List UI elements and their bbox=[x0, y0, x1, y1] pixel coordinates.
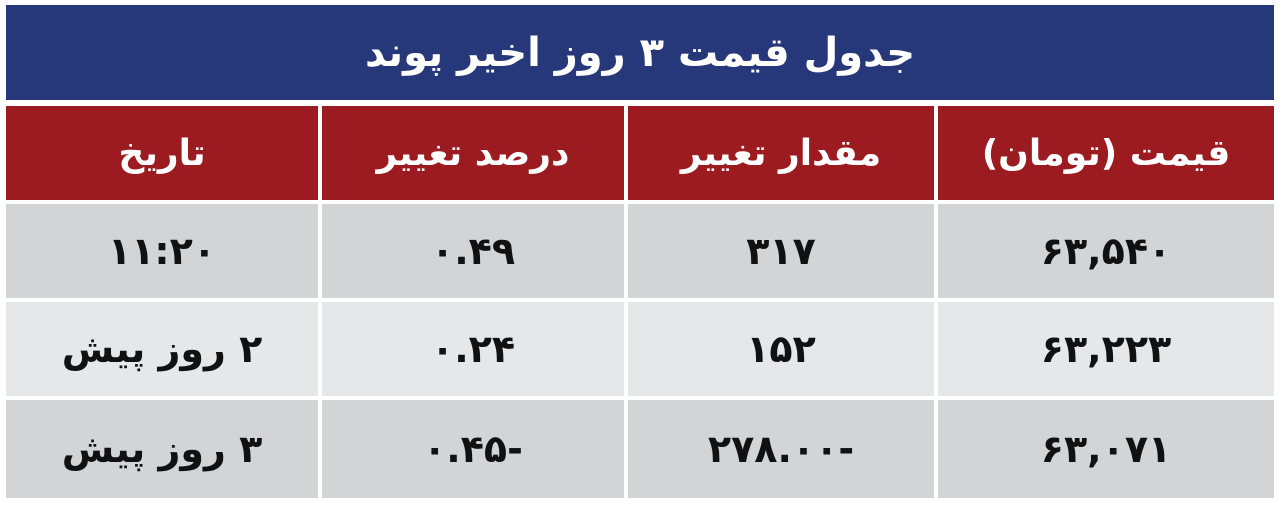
header-change-amount: مقدار تغییر bbox=[628, 106, 934, 200]
header-change-percent: درصد تغییر bbox=[322, 106, 624, 200]
cell-date: ۳ روز پیش bbox=[6, 400, 318, 498]
cell-change-amount: ۱۵۲ bbox=[628, 302, 934, 396]
header-price: قیمت (تومان) bbox=[938, 106, 1274, 200]
cell-change-percent: ۰.۲۴ bbox=[322, 302, 624, 396]
cell-change-percent: ۰.۴۹ bbox=[322, 204, 624, 298]
cell-price: ۶۳,۲۲۳ bbox=[938, 302, 1274, 396]
cell-change-percent: -۰.۴۵ bbox=[322, 400, 624, 498]
cell-price: ۶۳,۰۷۱ bbox=[938, 400, 1274, 498]
table-title: جدول قیمت ۳ روز اخیر پوند bbox=[6, 5, 1274, 100]
cell-change-amount: -۲۷۸.۰۰ bbox=[628, 400, 934, 498]
cell-date: ۲ روز پیش bbox=[6, 302, 318, 396]
cell-price: ۶۳,۵۴۰ bbox=[938, 204, 1274, 298]
price-table: تاریخ درصد تغییر مقدار تغییر قیمت (تومان… bbox=[6, 106, 1274, 504]
header-date: تاریخ bbox=[6, 106, 318, 200]
cell-change-amount: ۳۱۷ bbox=[628, 204, 934, 298]
cell-date: ۱۱:۲۰ bbox=[6, 204, 318, 298]
